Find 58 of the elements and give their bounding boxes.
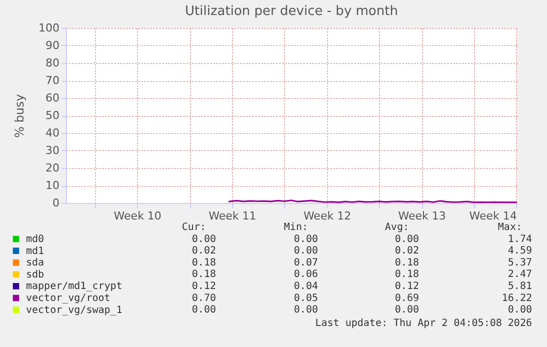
y-tick-label: 20 [46, 162, 60, 174]
text: 0.06 [294, 269, 318, 280]
text: 1.74 [508, 234, 532, 245]
text: 0.12 [394, 281, 419, 292]
y-tick-label: 80 [46, 56, 60, 70]
legend-label: mapper/md1_crypt [26, 281, 122, 292]
text: 5.37 [508, 257, 532, 268]
text: 0.02 [394, 246, 419, 257]
text: 0.69 [394, 292, 419, 304]
text: 0.07 [294, 257, 318, 268]
x-tick-label: Week 12 [303, 210, 352, 222]
text: 0.00 [192, 234, 216, 245]
text: 0.05 [294, 292, 318, 304]
text: Max: [498, 222, 522, 233]
x-tick-label: Week 10 [114, 210, 162, 222]
x-tick-label: Week 11 [208, 210, 256, 222]
text: Cur: [182, 222, 206, 233]
text: 0.18 [394, 269, 419, 280]
text: 0.04 [294, 281, 318, 292]
y-tick-label: 10 [46, 179, 60, 192]
y-tick-label: 50 [46, 109, 60, 122]
text: 0.18 [394, 257, 419, 268]
text: 0.00 [394, 234, 419, 245]
y-tick-label: 0 [52, 196, 60, 210]
y-tick-label: 40 [46, 126, 60, 140]
text: 0.12 [192, 281, 216, 292]
text: 0.00 [294, 246, 318, 257]
text: 0.18 [192, 269, 216, 280]
text: 0.70 [192, 292, 216, 304]
x-tick-label: Week 14 [469, 210, 517, 222]
text: 0.18 [192, 257, 216, 268]
text: 2.47 [508, 269, 532, 280]
legend-label: vector_vg/root [26, 293, 110, 304]
legend-label: vector_vg/swap_1 [26, 304, 122, 316]
legend-label: md1 [26, 246, 44, 257]
text: 0.00 [394, 304, 419, 316]
y-tick-label: 90 [46, 39, 60, 52]
y-tick-label: 100 [38, 22, 60, 34]
text: 0.00 [294, 304, 318, 316]
text: 0.02 [192, 246, 216, 257]
text: 0.00 [508, 304, 532, 316]
y-tick-label: 60 [46, 92, 60, 104]
chart-title: Utilization per device - by month [185, 4, 398, 19]
y-axis-title: % busy [12, 94, 27, 138]
x-tick-label: Week 13 [398, 210, 446, 222]
y-tick-label: 30 [46, 144, 60, 157]
text: 4.59 [508, 246, 532, 257]
text: 16.22 [502, 292, 532, 304]
text: 0.00 [192, 304, 216, 316]
legend-label: md0 [26, 234, 44, 245]
text: Min: [284, 222, 308, 233]
text: 0.00 [294, 234, 318, 245]
text: Avg: [384, 222, 409, 233]
text: 5.81 [508, 281, 532, 292]
text: Last update: Thu Apr 2 04:05:08 2026 [315, 318, 532, 329]
legend-label: sdb [26, 269, 44, 280]
legend-label: sda [26, 258, 44, 269]
y-tick-label: 70 [46, 74, 60, 87]
